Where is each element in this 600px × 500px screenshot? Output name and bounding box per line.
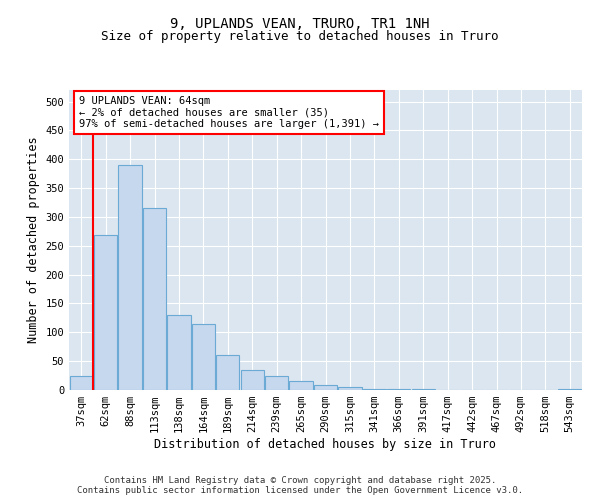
X-axis label: Distribution of detached houses by size in Truro: Distribution of detached houses by size …	[155, 438, 497, 451]
Text: 9 UPLANDS VEAN: 64sqm
← 2% of detached houses are smaller (35)
97% of semi-detac: 9 UPLANDS VEAN: 64sqm ← 2% of detached h…	[79, 96, 379, 129]
Y-axis label: Number of detached properties: Number of detached properties	[27, 136, 40, 344]
Bar	[241, 370, 264, 390]
Bar	[192, 324, 215, 390]
Bar	[338, 387, 362, 390]
Text: Contains HM Land Registry data © Crown copyright and database right 2025.
Contai: Contains HM Land Registry data © Crown c…	[77, 476, 523, 495]
Bar	[118, 165, 142, 390]
Bar	[167, 315, 191, 390]
Bar	[289, 382, 313, 390]
Text: Size of property relative to detached houses in Truro: Size of property relative to detached ho…	[101, 30, 499, 43]
Bar	[216, 356, 239, 390]
Bar	[94, 236, 117, 390]
Bar	[70, 376, 93, 390]
Bar	[265, 376, 288, 390]
Bar	[314, 386, 337, 390]
Text: 9, UPLANDS VEAN, TRURO, TR1 1NH: 9, UPLANDS VEAN, TRURO, TR1 1NH	[170, 18, 430, 32]
Bar	[143, 208, 166, 390]
Bar	[363, 389, 386, 390]
